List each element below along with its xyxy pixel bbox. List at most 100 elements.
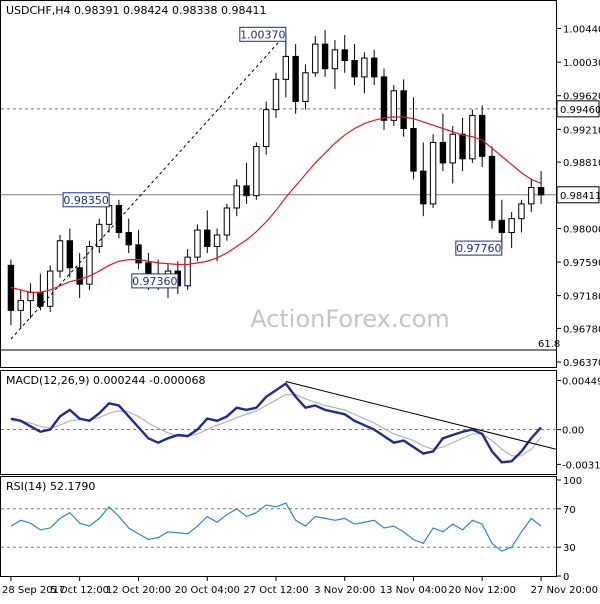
macd-signal-line [10, 393, 542, 457]
x-axis-label: 13 Nov 04:00 [380, 585, 447, 596]
candle-body [537, 186, 545, 196]
fib-label: 61.8 [538, 339, 560, 350]
candle-body [27, 291, 34, 302]
candle-body [370, 57, 378, 78]
candle-body [331, 49, 339, 70]
candle-body [194, 229, 201, 258]
macd-panel-frame [0, 370, 557, 475]
candle-body [488, 155, 496, 221]
candle-body [292, 55, 299, 102]
x-axis-label: 28 Sep 2017 [2, 585, 65, 596]
candle-body [400, 90, 407, 130]
candle-body [498, 219, 506, 234]
macd-title: MACD(12,26,9) 0.000244 -0.000068 [6, 374, 205, 387]
candle-body [115, 205, 123, 234]
macd-axis-label: 0.00 [562, 426, 584, 437]
candle-body [66, 240, 74, 269]
price-level-box [556, 186, 600, 204]
x-axis-label: 20 Nov 12:00 [448, 585, 515, 596]
candle-body [380, 76, 388, 121]
macd-trendline [285, 380, 557, 450]
candle-body [351, 60, 358, 78]
candle-body [105, 205, 113, 225]
rsi-layer [1, 502, 556, 552]
x-axis-label: 27 Oct 12:00 [243, 585, 308, 596]
candle-body [420, 170, 427, 205]
candle-body [282, 55, 290, 80]
candle-body [262, 109, 270, 148]
rsi-title: RSI(14) 52.1790 [6, 480, 95, 493]
x-axis-label: 3 Nov 20:00 [314, 585, 375, 596]
moving-average-line [10, 116, 542, 293]
rsi-axis-label: 70 [563, 505, 576, 516]
candle-body [135, 244, 142, 264]
rsi-line [10, 502, 542, 552]
rsi-axis-label: 100 [563, 476, 582, 487]
annotation-label: 0.98350 [63, 194, 109, 207]
candle-body [361, 57, 368, 78]
x-axis-label: 20 Oct 04:00 [175, 585, 240, 596]
price-panel-frame [0, 0, 557, 368]
candle-body [528, 186, 535, 205]
price-layer: 61.8 1.00370 0.98350 0.97360 0.97760 [1, 26, 560, 351]
annotation-box [455, 240, 503, 256]
candle-body [184, 256, 191, 287]
candle-body [17, 300, 24, 311]
candle-body [459, 133, 466, 160]
candle-body [302, 72, 309, 102]
annotation-label: 0.97360 [132, 275, 178, 288]
macd-axis-label: 0.004493 [562, 376, 600, 387]
candle-body [96, 223, 103, 247]
candle-body [37, 291, 44, 307]
candle-body [390, 90, 398, 121]
macd-layer [1, 380, 557, 464]
annotation-box [239, 26, 287, 42]
price-title: USDCHF,H4 0.98391 0.98424 0.98338 0.9841… [6, 4, 267, 17]
candle-body [518, 203, 525, 220]
candle-body [204, 229, 211, 247]
rsi-axis-label: 30 [563, 543, 576, 554]
macd-line [10, 382, 542, 464]
candle-body [253, 146, 260, 197]
price-level-label: 0.99460 [560, 105, 600, 116]
candle-body [439, 141, 447, 164]
x-axis-label: 27 Nov 20:00 [531, 585, 598, 596]
candle-body [272, 78, 280, 111]
annotation-box [131, 273, 179, 289]
rsi-panel-frame [0, 476, 557, 577]
candle-body [321, 43, 329, 70]
candle-body [478, 114, 486, 157]
macd-axis-label: -0.003186 [562, 460, 600, 471]
annotation-label: 1.00370 [240, 28, 286, 41]
annotation-label: 0.97760 [456, 242, 502, 255]
candle-body [56, 240, 64, 272]
candle-body [429, 141, 437, 205]
watermark-text: ActionForex.com [250, 305, 450, 333]
candle-body [410, 128, 417, 172]
x-axis-label: 5 Oct 12:00 [50, 585, 109, 596]
candle-body [213, 234, 221, 247]
price-level-label: 0.98411 [560, 191, 600, 202]
candle-body [125, 232, 132, 246]
candle-body [76, 267, 83, 285]
candle-body [86, 245, 93, 285]
candle-body [233, 185, 240, 209]
annotation-box [62, 192, 110, 208]
rsi-axis-label: 0 [563, 572, 569, 583]
candle-body [243, 185, 250, 197]
price-trendline [10, 33, 287, 340]
